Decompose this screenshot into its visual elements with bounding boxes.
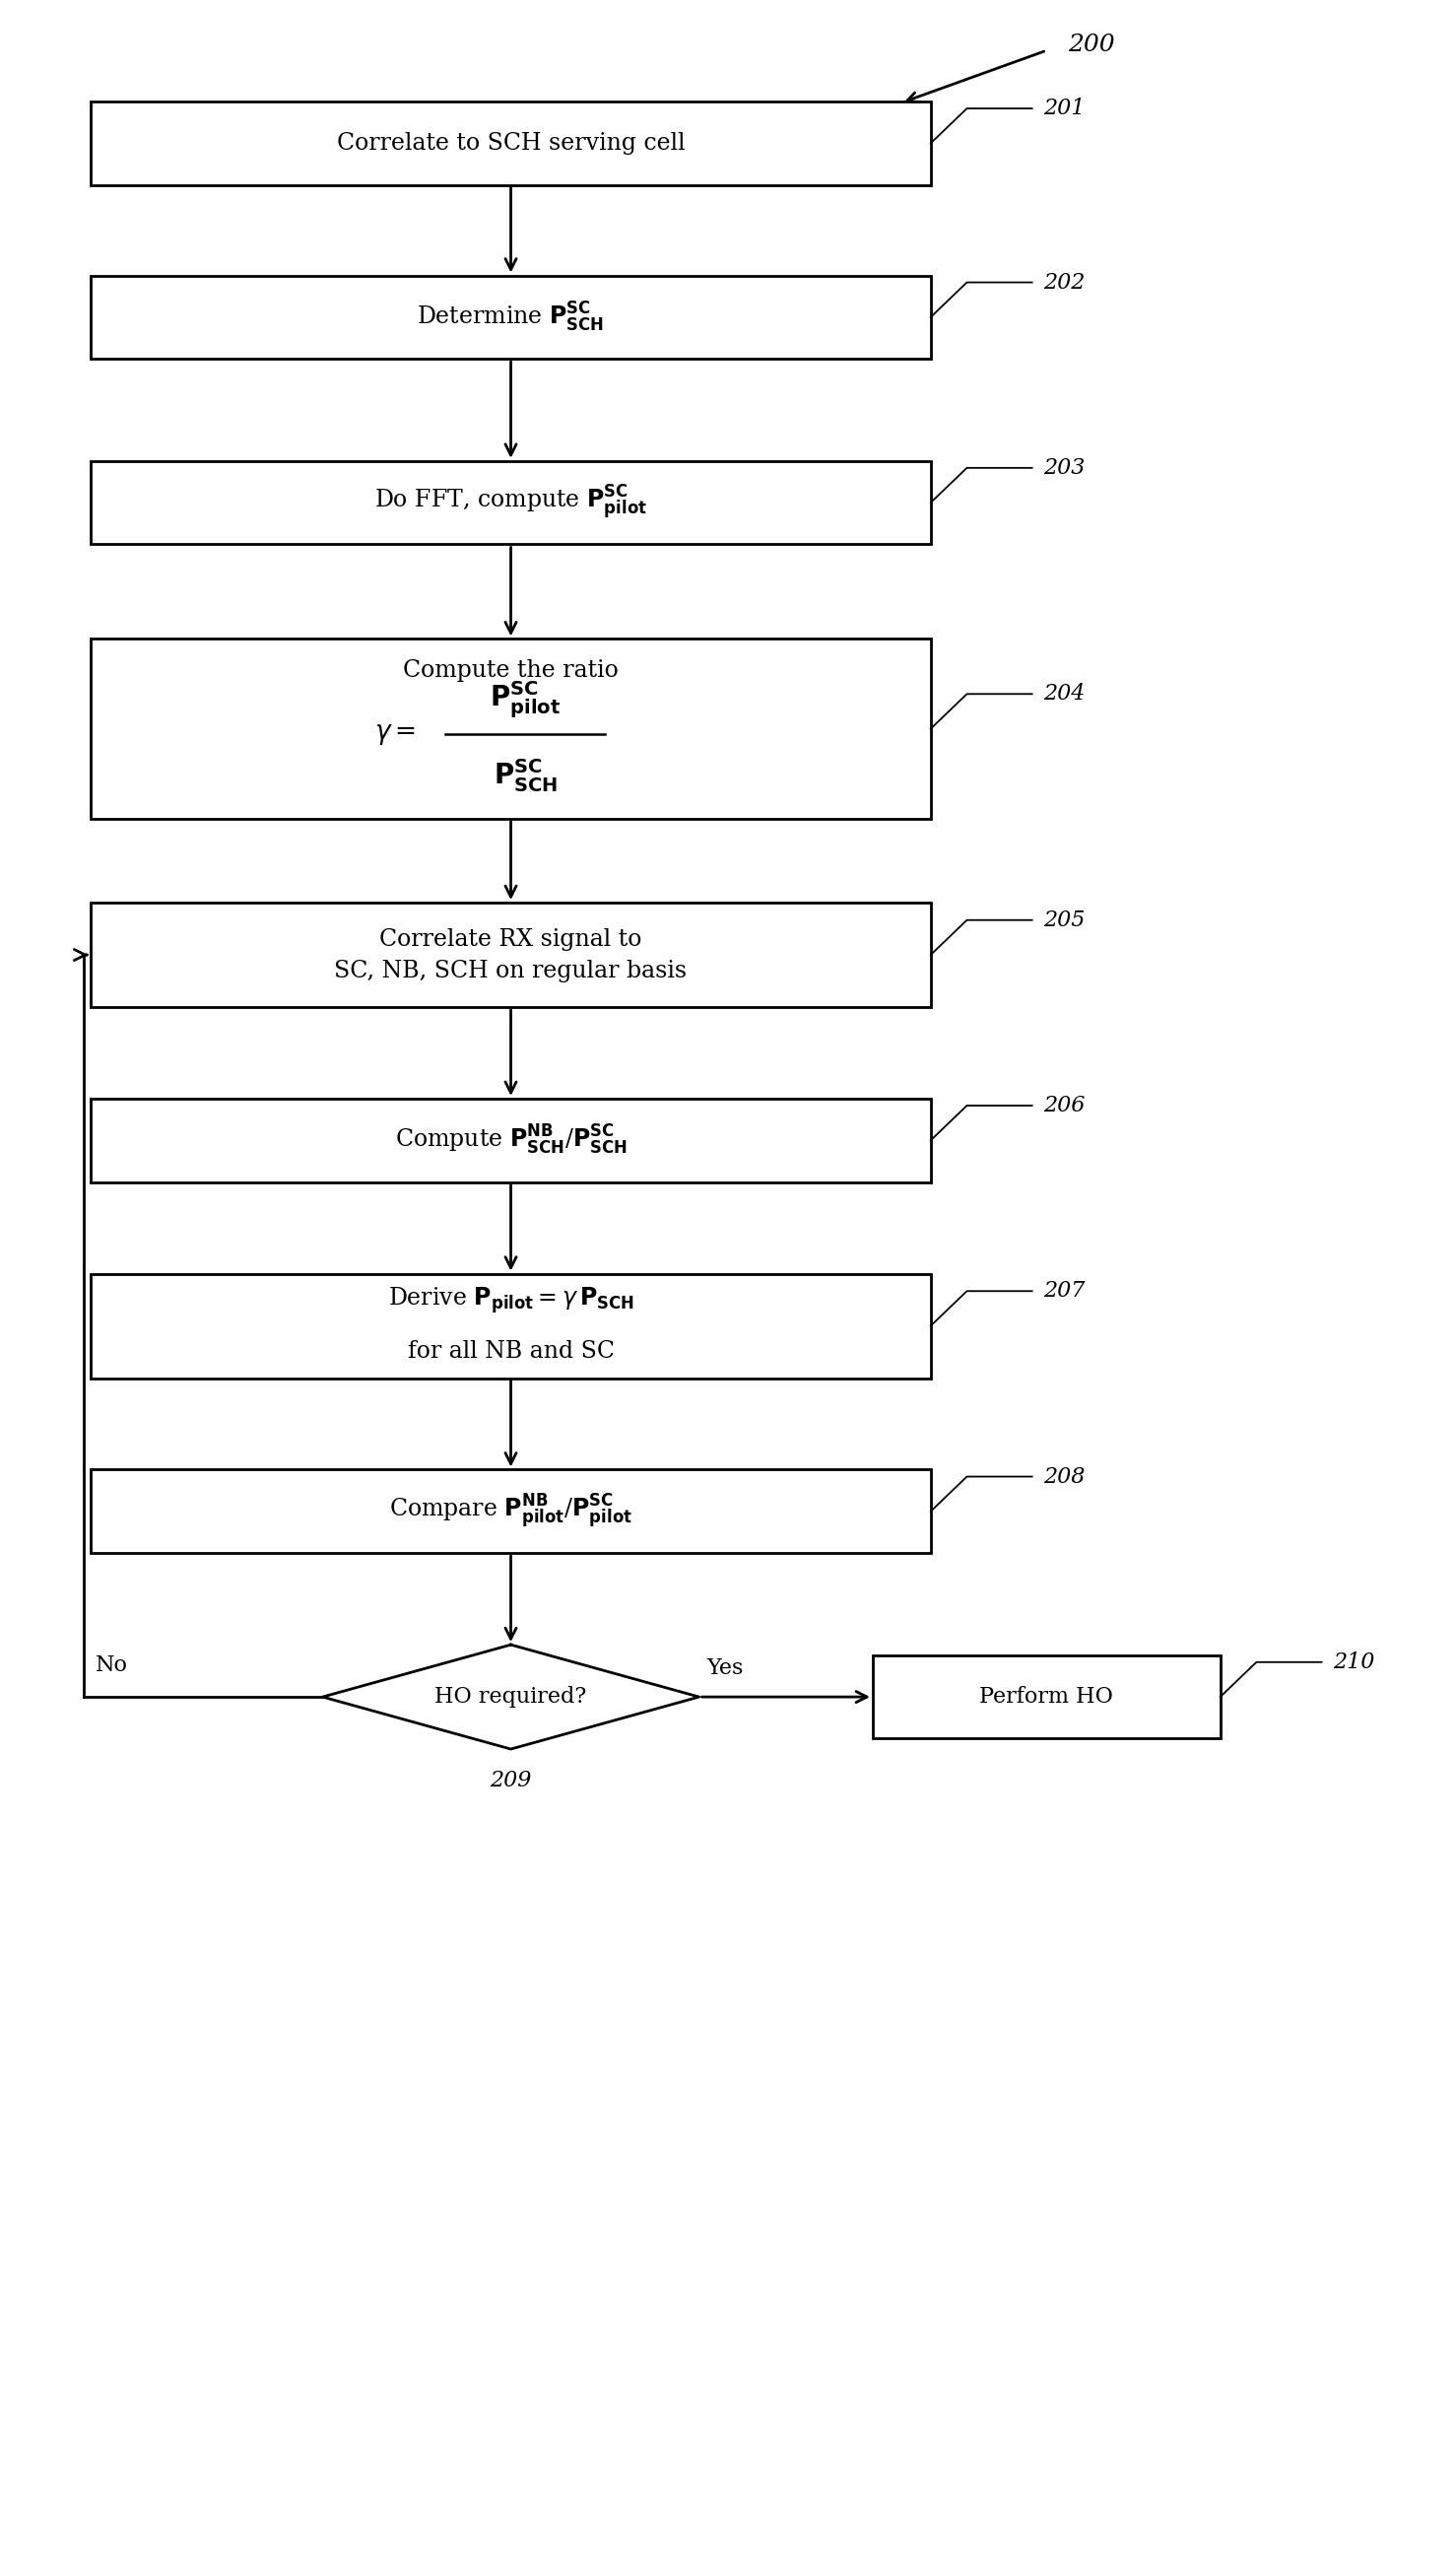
Text: 208: 208 — [1044, 1466, 1085, 1487]
Bar — [90, 1274, 930, 1379]
Text: No: No — [95, 1653, 128, 1676]
Text: Perform HO: Perform HO — [980, 1686, 1114, 1707]
Text: Derive $\mathbf{P}_{\mathbf{pilot}} = \gamma\, \mathbf{P}_{\mathbf{SCH}}$: Derive $\mathbf{P}_{\mathbf{pilot}} = \g… — [387, 1285, 633, 1315]
Text: Yes: Yes — [706, 1658, 743, 1679]
Bar — [90, 1469, 930, 1553]
Text: HO required?: HO required? — [435, 1686, 587, 1707]
Text: for all NB and SC: for all NB and SC — [408, 1341, 614, 1364]
Text: Compute $\mathbf{P}_{\mathbf{SCH}}^{\mathbf{NB}}$/$\mathbf{P}_{\mathbf{SCH}}^{\m: Compute $\mathbf{P}_{\mathbf{SCH}}^{\mat… — [395, 1123, 628, 1157]
Text: Compare $\mathbf{P}_{\mathbf{pilot}}^{\mathbf{NB}}$/$\mathbf{P}_{\mathbf{pilot}}: Compare $\mathbf{P}_{\mathbf{pilot}}^{\m… — [389, 1492, 632, 1530]
Text: $\mathbf{P}_{\mathbf{SCH}}^{\mathbf{SC}}$: $\mathbf{P}_{\mathbf{SCH}}^{\mathbf{SC}}… — [494, 757, 558, 793]
Text: 206: 206 — [1044, 1095, 1085, 1116]
Bar — [90, 102, 930, 184]
Bar — [90, 640, 930, 819]
Text: Compute the ratio: Compute the ratio — [403, 660, 619, 683]
Bar — [90, 1098, 930, 1182]
Text: $\mathbf{P}_{\mathbf{pilot}}^{\mathbf{SC}}$: $\mathbf{P}_{\mathbf{pilot}}^{\mathbf{SC… — [489, 678, 561, 719]
Text: 205: 205 — [1044, 908, 1085, 931]
Text: 201: 201 — [1044, 97, 1085, 120]
Bar — [90, 903, 930, 1008]
Bar — [90, 276, 930, 358]
Text: 207: 207 — [1044, 1280, 1085, 1303]
Bar — [90, 461, 930, 545]
Text: 210: 210 — [1334, 1651, 1374, 1674]
Text: Determine $\mathbf{P}_{\mathbf{SCH}}^{\mathbf{SC}}$: Determine $\mathbf{P}_{\mathbf{SCH}}^{\m… — [416, 299, 604, 335]
Text: 204: 204 — [1044, 683, 1085, 704]
Text: 202: 202 — [1044, 271, 1085, 294]
Text: 203: 203 — [1044, 458, 1085, 479]
Text: Correlate to SCH serving cell: Correlate to SCH serving cell — [336, 133, 684, 154]
Text: Correlate RX signal to
SC, NB, SCH on regular basis: Correlate RX signal to SC, NB, SCH on re… — [335, 929, 687, 983]
Text: 209: 209 — [491, 1771, 531, 1791]
Bar — [872, 1656, 1220, 1738]
Polygon shape — [323, 1645, 699, 1750]
Text: Do FFT, compute $\mathbf{P}_{\mathbf{pilot}}^{\mathbf{SC}}$: Do FFT, compute $\mathbf{P}_{\mathbf{pil… — [374, 484, 648, 522]
Text: $\gamma =$: $\gamma =$ — [374, 722, 416, 747]
Text: 200: 200 — [1069, 33, 1115, 56]
